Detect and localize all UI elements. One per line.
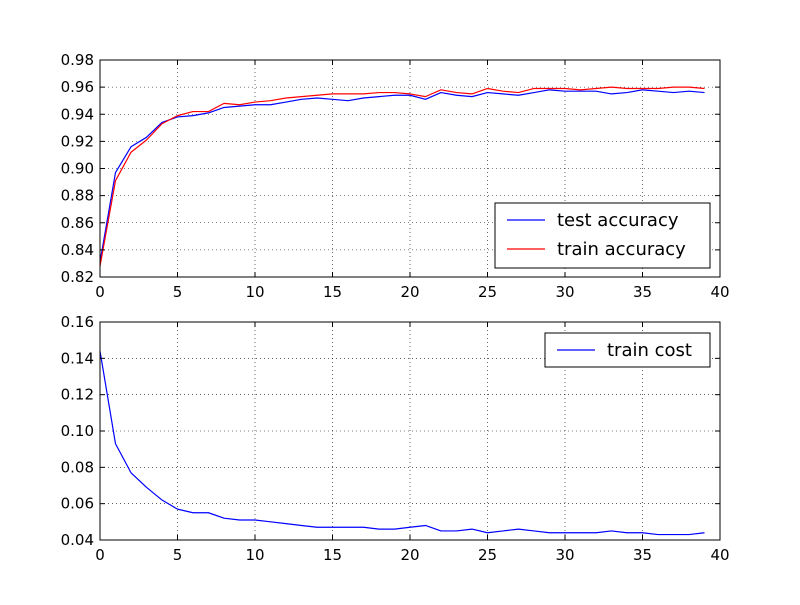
y-tick-label: 0.82 xyxy=(61,268,94,286)
y-tick-label: 0.96 xyxy=(61,78,94,96)
legend-label: train accuracy xyxy=(557,239,686,260)
x-tick-label: 20 xyxy=(400,283,419,301)
x-tick-label: 35 xyxy=(633,546,652,564)
series-line-2-1 xyxy=(99,350,705,536)
legend: test accuracy train accuracy xyxy=(494,202,711,269)
legend-label: test accuracy xyxy=(557,210,679,231)
x-tick-label: 10 xyxy=(245,283,264,301)
x-tick-label: 25 xyxy=(478,546,497,564)
x-tick-label: 0 xyxy=(95,546,105,564)
x-tick-label: 5 xyxy=(173,546,183,564)
y-tick-label: 0.88 xyxy=(61,187,94,205)
x-tick-label: 15 xyxy=(323,546,342,564)
legend-label: train cost xyxy=(607,340,692,361)
x-tick-label: 0 xyxy=(95,283,105,301)
y-tick-label: 0.84 xyxy=(61,241,94,259)
y-tick-label: 0.08 xyxy=(61,458,94,476)
x-tick-label: 5 xyxy=(173,283,183,301)
y-tick-label: 0.16 xyxy=(61,313,94,331)
y-tick-label: 0.12 xyxy=(61,386,94,404)
y-tick-label: 0.10 xyxy=(61,422,94,440)
y-tick-label: 0.04 xyxy=(61,531,94,549)
x-tick-label: 30 xyxy=(555,546,574,564)
x-tick-label: 15 xyxy=(323,283,342,301)
legend-box xyxy=(494,202,711,269)
x-tick-label: 40 xyxy=(710,546,729,564)
y-tick-label: 0.06 xyxy=(61,495,94,513)
series-line-1-2 xyxy=(99,86,705,267)
y-tick-label: 0.94 xyxy=(61,105,94,123)
x-tick-label: 25 xyxy=(478,283,497,301)
chart-2: 0 5 10 15 20 25 30 35 40 0.04 0.06 0.08 0.10 0.12 0.14… xyxy=(61,313,730,564)
y-tick-label: 0.90 xyxy=(61,160,94,178)
x-tick-label: 40 xyxy=(710,283,729,301)
x-tick-label: 30 xyxy=(555,283,574,301)
y-tick-label: 0.92 xyxy=(61,132,94,150)
y-tick-label: 0.14 xyxy=(61,349,94,367)
chart-1: 0 5 10 15 20 25 30 35 40 0.82 0.84 0.86 0.88 0.90 0.92… xyxy=(61,51,730,301)
y-tick-label: 0.98 xyxy=(61,51,94,69)
legend-box xyxy=(544,332,711,368)
x-tick-label: 35 xyxy=(633,283,652,301)
x-tick-label: 20 xyxy=(400,546,419,564)
series-line-1-1 xyxy=(99,89,705,263)
legend: train cost xyxy=(544,332,711,368)
x-tick-label: 10 xyxy=(245,546,264,564)
y-tick-label: 0.86 xyxy=(61,214,94,232)
